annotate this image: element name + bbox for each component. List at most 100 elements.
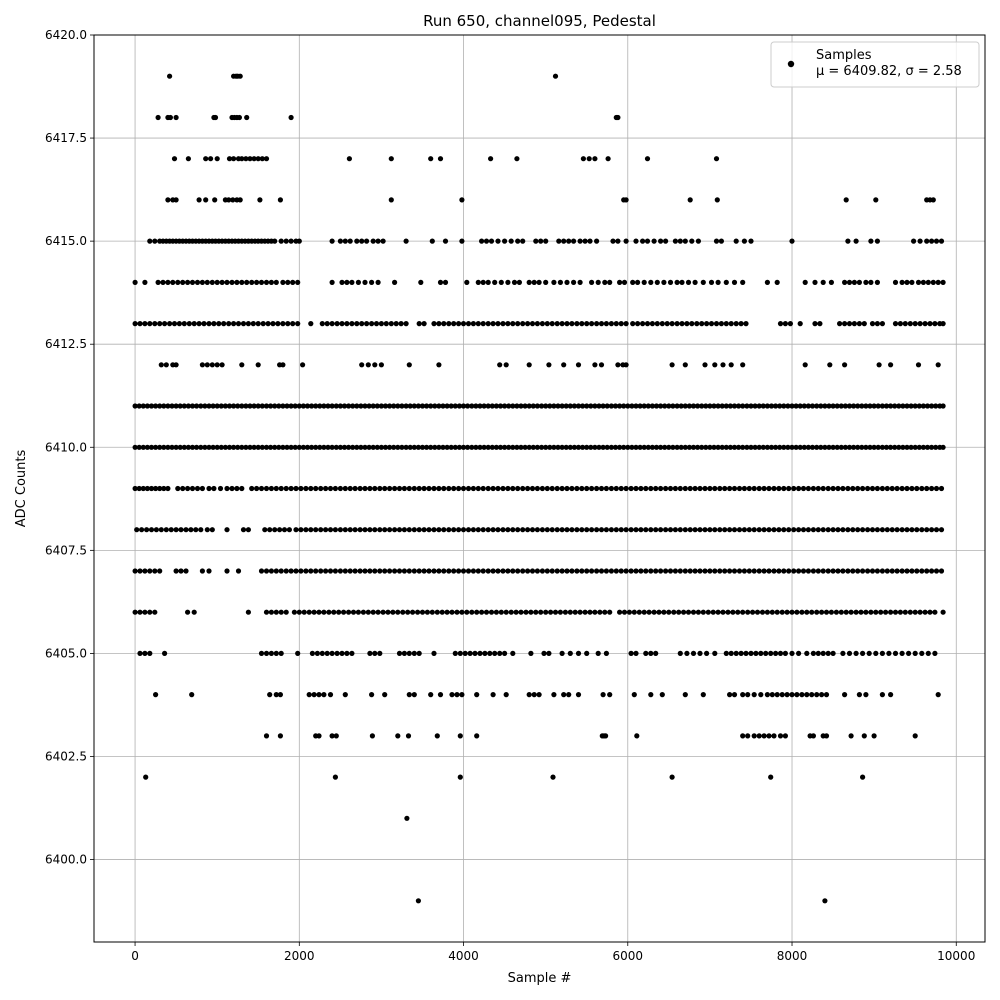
- data-point: [459, 692, 465, 698]
- data-point: [301, 609, 307, 615]
- data-point: [658, 568, 664, 574]
- data-point: [703, 403, 709, 409]
- data-point: [687, 485, 693, 492]
- data-point: [697, 485, 703, 492]
- data-point: [695, 403, 701, 409]
- data-point: [372, 362, 378, 368]
- data-point: [326, 609, 332, 615]
- data-point: [285, 321, 291, 327]
- data-point: [776, 568, 782, 574]
- data-point: [226, 156, 233, 162]
- data-point: [341, 403, 348, 409]
- data-point: [470, 321, 476, 327]
- data-point: [277, 692, 283, 698]
- data-point: [337, 485, 343, 492]
- data-point: [308, 321, 314, 327]
- data-point: [727, 403, 734, 409]
- data-point: [426, 527, 432, 533]
- data-point: [529, 321, 536, 327]
- data-point: [377, 485, 383, 492]
- data-point: [325, 403, 331, 409]
- data-point: [267, 692, 273, 698]
- data-point: [853, 609, 859, 615]
- data-point: [280, 403, 286, 409]
- data-point: [823, 733, 830, 739]
- data-point: [544, 485, 550, 492]
- data-point: [327, 568, 334, 574]
- data-point: [715, 279, 721, 285]
- data-point: [380, 609, 386, 615]
- data-point: [218, 444, 224, 450]
- data-point: [649, 403, 656, 409]
- data-point: [662, 403, 668, 409]
- data-point: [886, 650, 892, 657]
- data-point: [779, 692, 785, 698]
- data-point: [589, 527, 595, 533]
- data-point: [796, 527, 802, 533]
- data-point: [933, 527, 940, 533]
- data-point: [888, 403, 894, 409]
- data-point: [520, 568, 526, 574]
- data-point: [801, 403, 807, 409]
- data-point: [531, 692, 537, 698]
- data-point: [562, 609, 569, 615]
- data-point: [685, 279, 692, 285]
- data-point: [777, 650, 784, 657]
- data-point: [873, 609, 879, 615]
- data-point: [482, 650, 488, 657]
- data-point: [318, 568, 324, 574]
- data-point: [819, 692, 825, 698]
- data-point: [456, 321, 462, 327]
- data-point: [206, 321, 212, 327]
- data-point: [690, 650, 697, 657]
- data-point: [894, 568, 900, 574]
- data-point: [132, 321, 138, 327]
- data-point: [436, 362, 442, 368]
- data-point: [575, 403, 582, 409]
- data-point: [933, 238, 940, 244]
- data-point: [666, 444, 672, 450]
- data-point: [809, 403, 816, 409]
- data-point: [495, 527, 501, 533]
- data-point: [382, 568, 388, 574]
- data-point: [875, 444, 881, 450]
- data-point: [495, 485, 501, 492]
- data-point: [840, 527, 846, 533]
- data-point: [878, 609, 884, 615]
- data-point: [354, 238, 360, 244]
- data-point: [278, 485, 284, 492]
- data-point: [448, 403, 454, 409]
- data-point: [710, 609, 716, 615]
- data-point: [649, 321, 656, 327]
- data-point: [290, 321, 296, 327]
- data-point: [277, 733, 283, 739]
- data-point: [917, 238, 923, 244]
- data-point: [745, 609, 751, 615]
- data-point: [280, 279, 286, 285]
- data-point: [245, 321, 251, 327]
- data-point: [426, 568, 432, 574]
- data-point: [900, 403, 906, 409]
- data-point: [235, 568, 242, 574]
- data-point: [451, 527, 457, 533]
- data-point: [169, 403, 175, 409]
- data-point: [911, 238, 917, 244]
- data-point: [863, 609, 869, 615]
- data-point: [523, 609, 529, 615]
- data-point: [598, 527, 605, 533]
- data-point: [441, 485, 447, 492]
- data-point: [530, 444, 536, 450]
- data-point: [753, 650, 759, 657]
- data-point: [547, 403, 553, 409]
- data-point: [615, 114, 621, 121]
- data-point: [268, 485, 274, 492]
- data-point: [441, 568, 447, 574]
- data-point: [796, 650, 802, 657]
- data-point: [699, 321, 705, 327]
- data-point: [582, 609, 588, 615]
- data-point: [892, 444, 898, 450]
- data-point: [452, 444, 458, 450]
- data-point: [704, 650, 710, 657]
- data-point: [177, 403, 183, 409]
- legend-stats-label: μ = 6409.82, σ = 2.58: [816, 64, 962, 79]
